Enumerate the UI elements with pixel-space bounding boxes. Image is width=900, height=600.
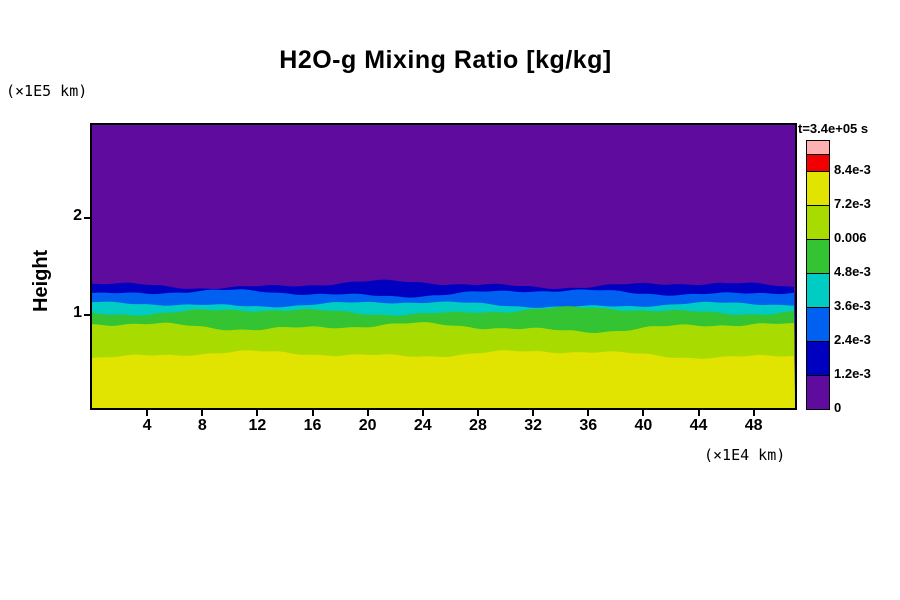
x-tick-label: 36: [579, 417, 598, 434]
plot-area: [90, 123, 797, 410]
colorbar-tick-label: 2.4e-3: [834, 332, 871, 348]
chart-title: H2O-g Mixing Ratio [kg/kg]: [279, 46, 612, 74]
colorbar-tick-label: 1.2e-3: [834, 366, 871, 382]
x-tick-label: 16: [303, 417, 322, 434]
colorbar: [806, 140, 830, 410]
x-tick-label: 20: [358, 417, 377, 434]
x-tick-mark: [421, 410, 424, 416]
x-tick-label: 28: [469, 417, 487, 434]
x-tick-mark: [532, 410, 535, 416]
x-tick-mark: [256, 410, 259, 416]
colorbar-cell: [807, 273, 829, 308]
colorbar-cell: [807, 205, 829, 240]
x-tick-label: 44: [689, 417, 708, 434]
colorbar-tick-label: 7.2e-3: [834, 196, 871, 212]
time-annotation: t=3.4e+05 s: [798, 121, 869, 136]
colorbar-tick-label: 8.4e-3: [834, 162, 871, 178]
colorbar-cell: [807, 239, 829, 274]
colorbar-tick-label: 0.006: [834, 230, 867, 246]
colorbar-cell: [807, 171, 829, 206]
colorbar-tick-label: 4.8e-3: [834, 264, 871, 280]
colorbar-cell: [807, 307, 829, 342]
colorbar-tick-label: 3.6e-3: [834, 298, 871, 314]
colorbar-cell: [807, 341, 829, 375]
field-band: [92, 350, 795, 408]
x-tick-mark: [201, 410, 204, 416]
colorbar-cell: [807, 374, 829, 409]
x-tick-mark: [642, 410, 645, 416]
y-tick-label: 1: [73, 304, 82, 322]
x-tick-label: 12: [248, 417, 267, 434]
x-axis-unit-label: (×1E4 km): [704, 446, 786, 464]
colorbar-cell: [807, 141, 829, 155]
x-tick-label: 40: [634, 417, 653, 434]
y-axis-unit-label: (×1E5 km): [6, 82, 88, 100]
x-tick-label: 24: [413, 417, 432, 434]
x-tick-mark: [587, 410, 590, 416]
x-tick-label: 48: [744, 417, 763, 434]
x-tick-label: 4: [142, 417, 152, 434]
x-tick-mark: [476, 410, 479, 416]
x-tick-label: 8: [197, 417, 207, 434]
colorbar-tick-label: 0: [834, 400, 842, 415]
y-tick-mark: [84, 216, 90, 219]
x-tick-mark: [146, 410, 149, 416]
heatmap-field: [92, 125, 795, 408]
x-tick-mark: [752, 410, 755, 416]
x-tick-mark: [311, 410, 314, 416]
y-tick-mark: [84, 314, 90, 317]
y-axis-title: Height: [30, 249, 52, 312]
x-tick-mark: [366, 410, 369, 416]
y-tick-label: 2: [73, 206, 82, 224]
x-tick-mark: [697, 410, 700, 416]
colorbar-cell: [807, 154, 829, 172]
x-tick-label: 32: [524, 417, 542, 434]
